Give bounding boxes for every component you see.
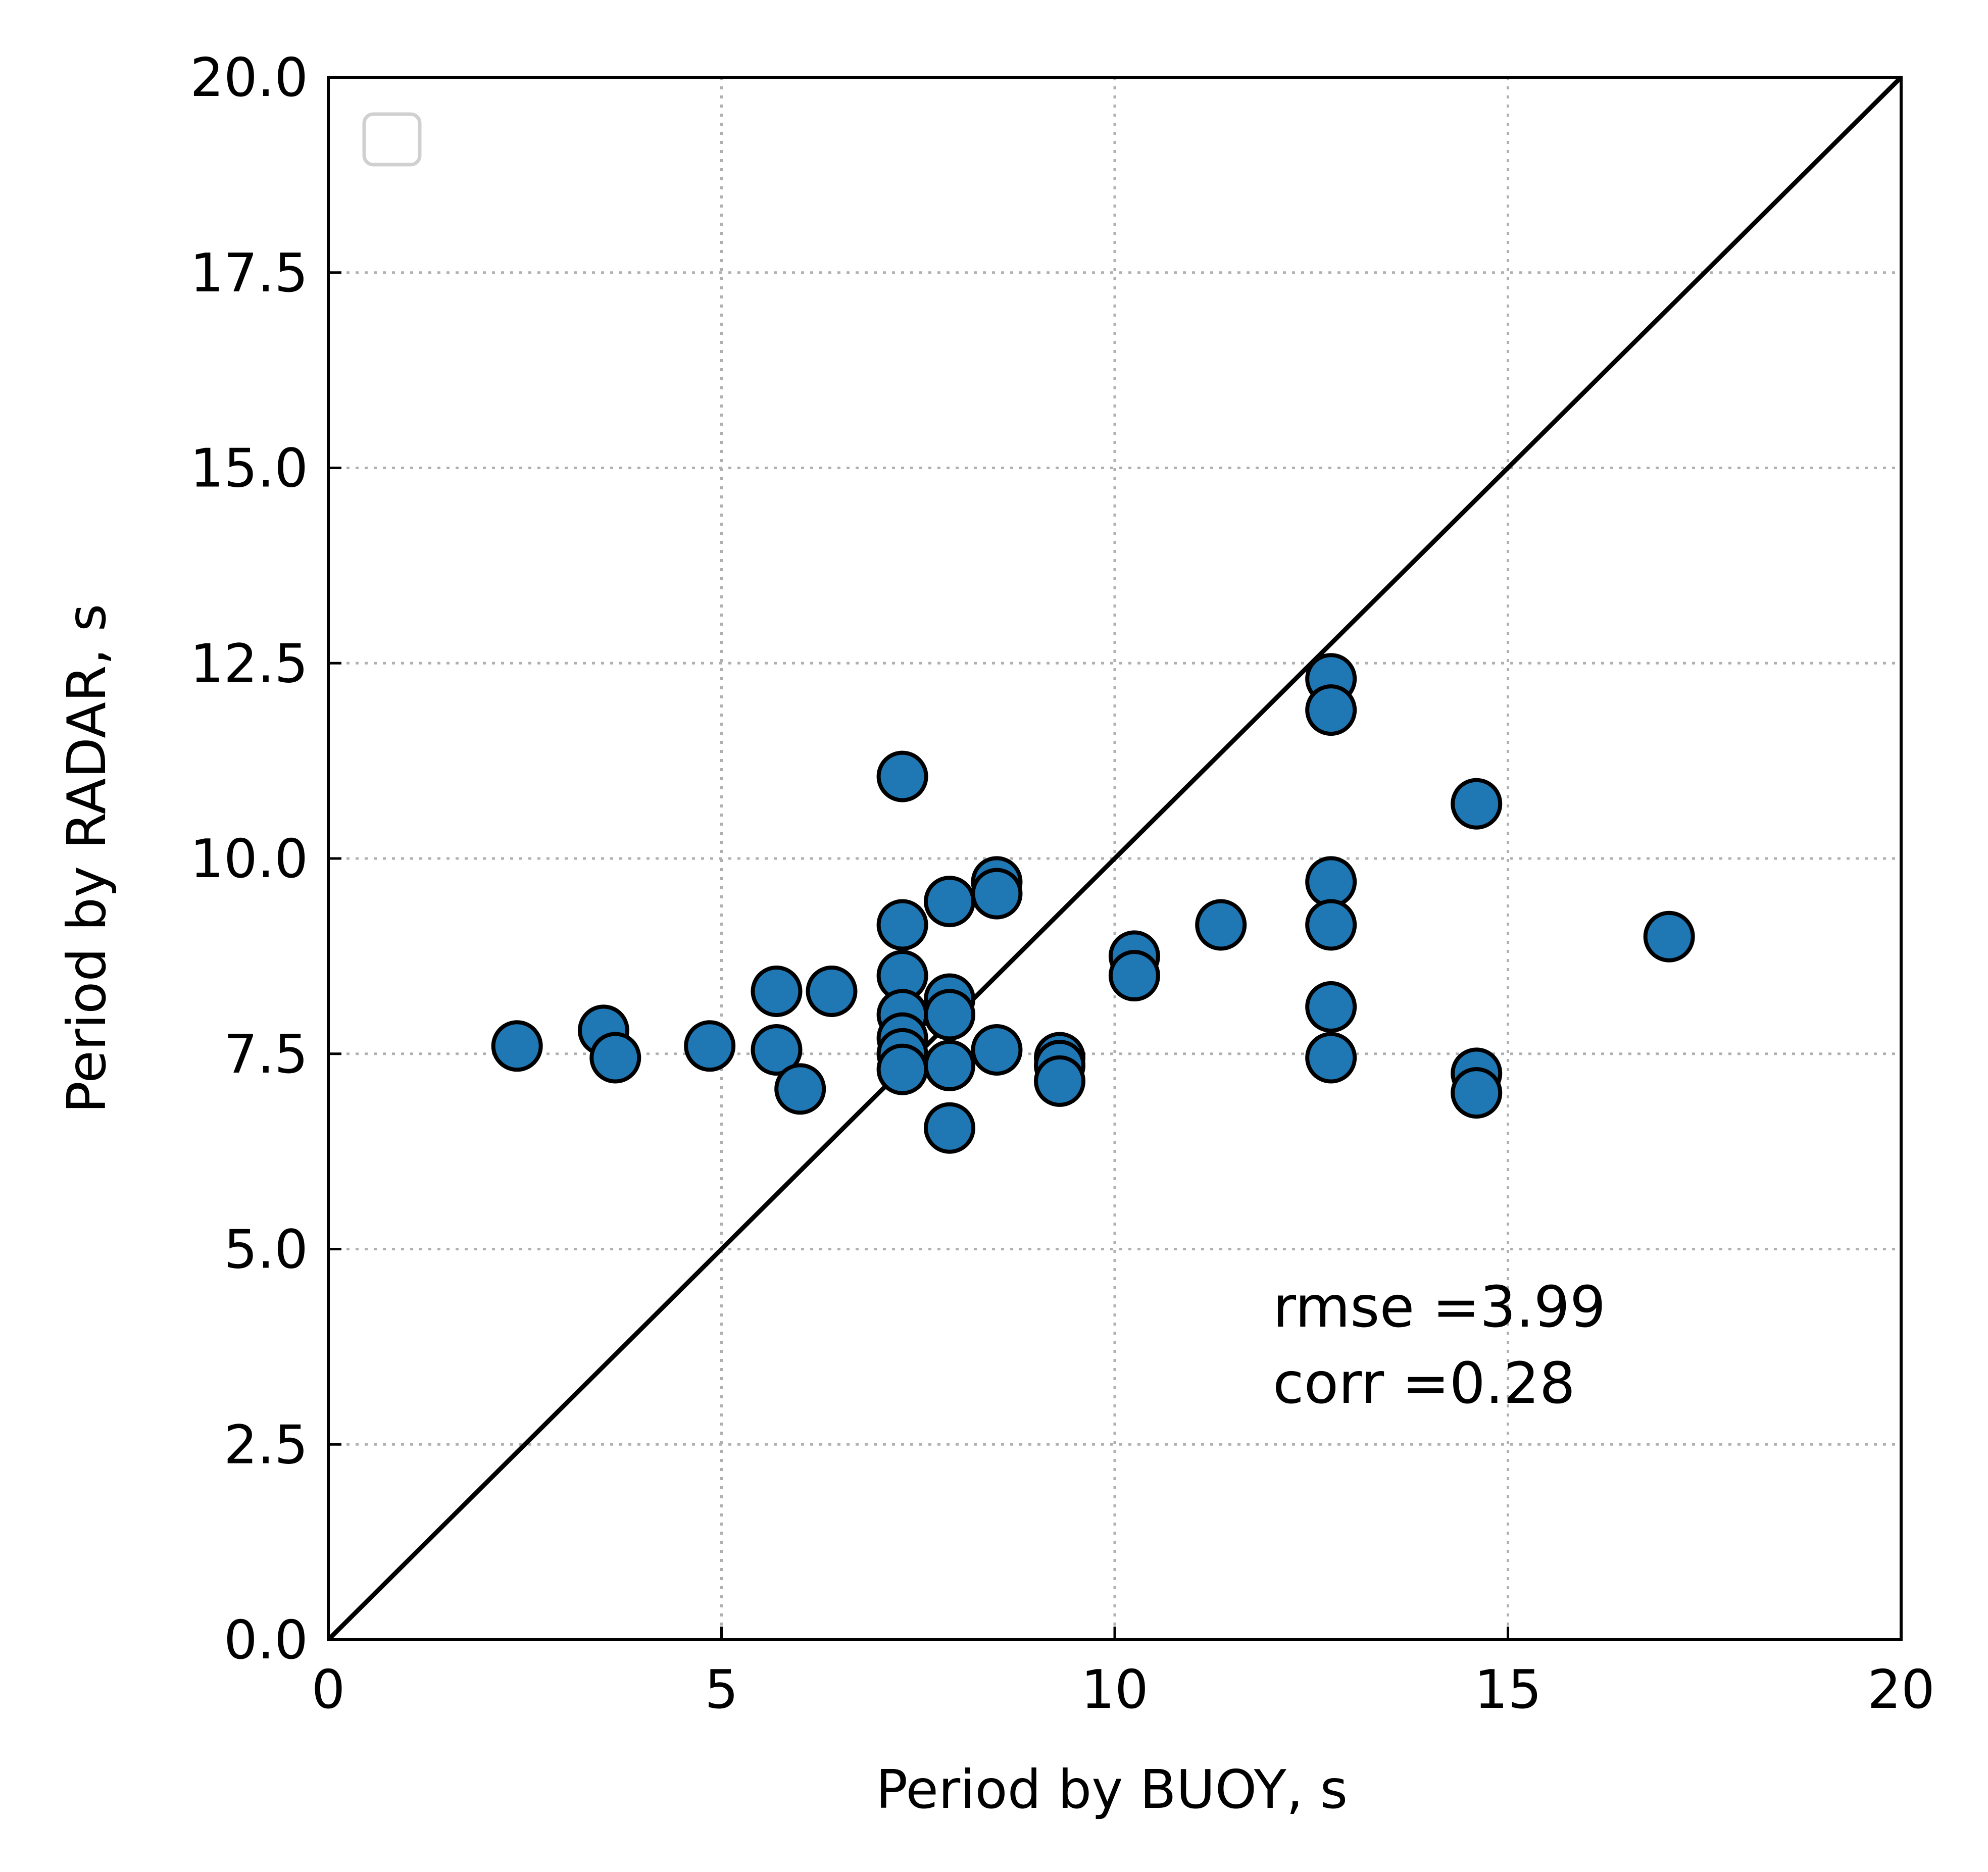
scatter-point (751, 965, 803, 1017)
scatter-point (1451, 1067, 1503, 1119)
x-tick-label: 15 (1474, 1659, 1542, 1721)
scatter-point (924, 1039, 976, 1091)
scatter-point (971, 1024, 1023, 1076)
scatter-point (1305, 899, 1357, 951)
scatter-point (924, 989, 976, 1041)
scatter-point (589, 1032, 641, 1084)
legend-box (362, 112, 422, 167)
scatter-point (876, 899, 928, 951)
scatter-point (924, 876, 976, 928)
grid (328, 77, 1901, 1640)
y-axis-label: Period by RADAR, s (56, 604, 118, 1114)
scatter-point (876, 1043, 928, 1095)
scatter-point (1643, 910, 1695, 963)
reference-line-layer (326, 75, 1903, 1642)
scatter-point (806, 965, 858, 1017)
x-tick-label: 5 (705, 1659, 738, 1721)
scatter-point (491, 1020, 543, 1072)
scatter-point (1195, 899, 1247, 951)
rmse-annotation: rmse =3.99 (1273, 1275, 1606, 1340)
data-points (491, 653, 1695, 1154)
scatter-point (1451, 778, 1503, 830)
y-tick-label: 12.5 (190, 633, 308, 694)
y-tick-label: 15.0 (190, 438, 308, 499)
reference-line (326, 75, 1903, 1642)
scatter-point (1305, 684, 1357, 736)
y-tick-label: 2.5 (224, 1414, 308, 1476)
scatter-point (774, 1063, 826, 1115)
scatter-point (684, 1020, 736, 1072)
y-tick-label: 5.0 (224, 1219, 308, 1281)
x-tick-label: 0 (312, 1659, 345, 1721)
scatter-point (876, 750, 928, 802)
corr-annotation: corr =0.28 (1273, 1351, 1575, 1416)
scatter-point (971, 868, 1023, 920)
x-axis-label: Period by BUOY, s (876, 1759, 1348, 1820)
scatter-point (1108, 950, 1160, 1002)
y-tick-label: 10.0 (190, 828, 308, 890)
y-tick-label: 0.0 (224, 1609, 308, 1671)
scatter-point (1305, 981, 1357, 1033)
x-tick-label: 10 (1081, 1659, 1149, 1721)
y-tick-label: 20.0 (190, 47, 308, 109)
scatter-point (1305, 1032, 1357, 1084)
ticks: 0 5 10 15 20 0.0 2.5 5.0 7.5 10.0 12.5 15.0 17.5 20.0 (190, 47, 1935, 1721)
scatter-point (751, 1024, 803, 1076)
scatter-point (1034, 1055, 1086, 1107)
y-tick-label: 17.5 (190, 242, 308, 304)
scatter-point (1305, 856, 1357, 908)
x-tick-label: 20 (1867, 1659, 1935, 1721)
scatter-point (924, 1102, 976, 1154)
y-tick-label: 7.5 (224, 1024, 308, 1085)
